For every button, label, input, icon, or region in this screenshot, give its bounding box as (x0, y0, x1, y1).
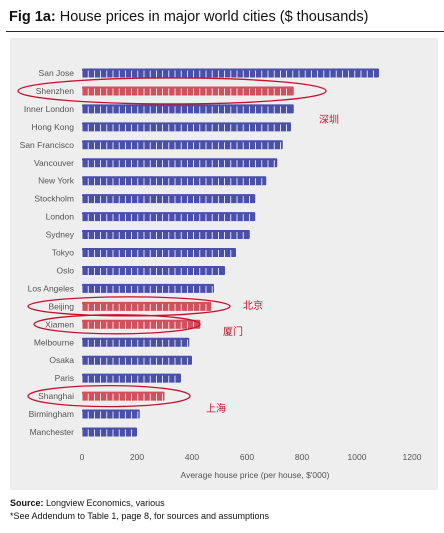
annotation-shenzhen: 深圳 (319, 114, 339, 126)
bar-los-angeles (82, 283, 214, 293)
city-label-shanghai: Shanghai (38, 391, 74, 401)
city-label-inner-london: Inner London (24, 104, 74, 114)
x-tick-label: 400 (185, 452, 199, 462)
bar-manchester (82, 427, 137, 437)
x-tick-label: 200 (130, 452, 144, 462)
city-label-sydney: Sydney (46, 230, 75, 240)
x-tick-label: 1200 (403, 452, 422, 462)
city-label-stockholm: Stockholm (34, 194, 74, 204)
source-block: Source: Longview Economics, various *See… (10, 497, 269, 523)
annotation-shanghai: 上海 (206, 402, 226, 415)
city-label-san-jose: San Jose (39, 68, 75, 78)
annotation-xiamen: 厦门 (223, 325, 243, 338)
city-label-london: London (46, 212, 75, 222)
bar-melbourne (82, 337, 190, 347)
highlight-ellipse-shanghai (27, 384, 191, 408)
city-label-san-francisco: San Francisco (20, 140, 75, 150)
highlight-ellipse-xiamen (33, 314, 201, 335)
bar-xiamen (82, 319, 201, 329)
x-tick-label: 1000 (348, 452, 367, 462)
city-label-oslo: Oslo (57, 265, 75, 275)
city-label-manchester: Manchester (30, 427, 75, 437)
city-label-tokyo: Tokyo (52, 248, 74, 258)
bar-chart: San Jose Shenzhen Inner London Hong Kong San… (17, 68, 422, 480)
highlight-ellipse-beijing (27, 296, 231, 317)
city-label-hong-kong: Hong Kong (31, 122, 74, 132)
city-label-xiamen: Xiamen (45, 319, 74, 329)
city-label-paris: Paris (55, 373, 74, 383)
city-label-shenzhen: Shenzhen (36, 86, 75, 96)
bar-new-york (82, 176, 267, 186)
figure-title-text: House prices in major world cities ($ th… (59, 9, 369, 25)
x-tick-label: 0 (80, 452, 85, 462)
title-divider (6, 31, 444, 32)
annotation-beijing: 北京 (243, 299, 263, 312)
source-text: Longview Economics, various (46, 498, 165, 508)
bar-shenzhen (82, 86, 294, 96)
bar-beijing (82, 301, 212, 311)
chart-panel: San Jose Shenzhen Inner London Hong Kong San… (10, 38, 438, 490)
city-label-melbourne: Melbourne (34, 337, 74, 347)
city-label-new-york: New York (38, 176, 75, 186)
bar-oslo (82, 265, 225, 275)
bar-hong-kong (82, 122, 291, 132)
figure-title-prefix: Fig 1a: (9, 9, 56, 25)
x-axis-title: Average house price (per house, $'000) (181, 470, 330, 480)
bar-vancouver (82, 158, 278, 168)
x-tick-label: 800 (295, 452, 309, 462)
bar-osaka (82, 355, 192, 365)
city-label-birmingham: Birmingham (29, 409, 74, 419)
source-note: *See Addendum to Table 1, page 8, for so… (10, 511, 270, 521)
city-label-los-angeles: Los Angeles (28, 283, 74, 293)
city-label-beijing: Beijing (48, 301, 74, 311)
source-label: Source: (10, 498, 44, 508)
x-tick-label: 600 (240, 452, 254, 462)
bar-inner-london (82, 104, 294, 114)
city-label-vancouver: Vancouver (34, 158, 74, 168)
city-label-osaka: Osaka (49, 355, 74, 365)
bar-birmingham (82, 409, 140, 419)
bar-san-francisco (82, 140, 283, 150)
source-line: Source: Longview Economics, various (10, 497, 269, 510)
bar-sydney (82, 230, 250, 240)
bar-tokyo (82, 248, 236, 257)
highlight-ellipse-shenzhen (17, 77, 327, 105)
figure-title: Fig 1a: House prices in major world citi… (9, 9, 368, 25)
